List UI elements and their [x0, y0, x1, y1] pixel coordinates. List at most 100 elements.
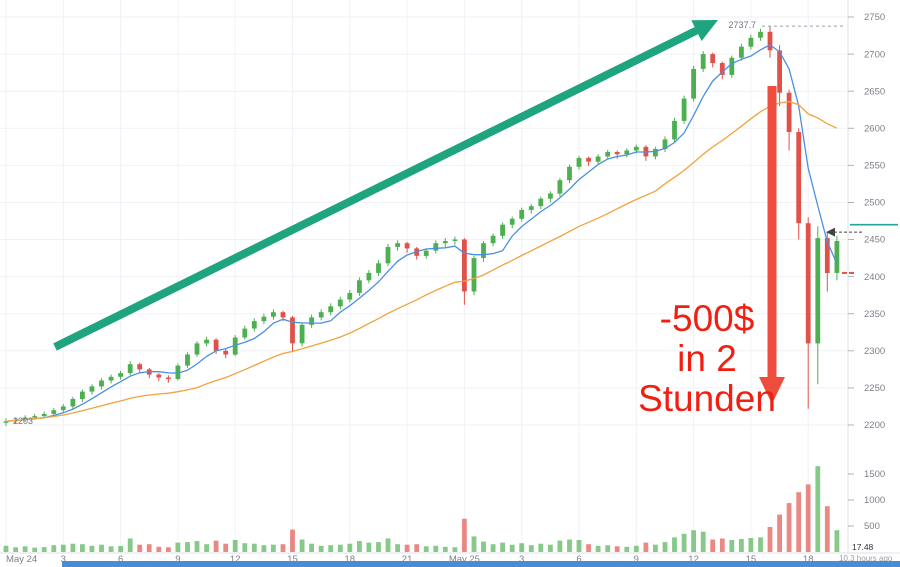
time-axis-label: 18: [345, 554, 356, 565]
volume-bar: [471, 536, 477, 552]
volume-bar: [41, 547, 47, 552]
time-axis-label: 6: [576, 554, 581, 565]
drop-annotation-text[interactable]: -500$ in 2 Stunden: [633, 299, 781, 419]
volume-bar: [146, 544, 152, 552]
volume-bar: [691, 530, 696, 552]
drop-down-arrow[interactable]: [759, 86, 785, 404]
volume-bar: [614, 546, 620, 552]
candle-body: [137, 364, 143, 370]
volume-bar: [739, 539, 744, 552]
volume-bar: [13, 547, 18, 552]
candle-body: [528, 206, 534, 210]
price-axis[interactable]: 2750 2700 2650 2600 2550 2500 2450 2400 2350 2300…: [848, 12, 885, 532]
volume-bar: [528, 545, 534, 552]
volume-bar: [156, 546, 162, 552]
volume-bar: [414, 544, 420, 552]
volume-bar: [633, 545, 639, 552]
candle-body: [509, 218, 515, 225]
candle-body: [185, 354, 190, 366]
volume-bar: [442, 546, 448, 552]
candle-body: [490, 235, 496, 244]
candle-body: [777, 50, 782, 93]
volume-bar: [700, 531, 706, 552]
candle-body: [271, 312, 276, 317]
candle-body: [576, 157, 582, 167]
price-axis-label: 2700: [864, 49, 885, 60]
volume-bar: [99, 544, 104, 552]
candle-body: [605, 152, 611, 157]
volume-bar: [80, 544, 85, 552]
volume-bar: [3, 545, 9, 552]
volume-bar: [567, 539, 572, 552]
volume-bar: [586, 544, 591, 552]
candle-body: [280, 312, 286, 318]
volume-bar: [223, 543, 229, 552]
volume-bar: [89, 545, 95, 552]
candle-body: [366, 272, 372, 281]
bottom-blue-bar: [62, 561, 900, 567]
volume-bar: [299, 539, 305, 552]
start-price-label: 2203: [13, 416, 34, 426]
volume-bar: [51, 545, 57, 552]
candle-body: [442, 241, 448, 244]
candle-body: [156, 374, 162, 378]
volume-bar: [137, 544, 143, 552]
volume-bar: [185, 542, 190, 552]
candle-body: [32, 416, 38, 418]
volume-bar: [595, 545, 601, 552]
price-axis-label: 2600: [864, 124, 885, 135]
candle-body: [395, 243, 400, 247]
candle-body: [376, 263, 381, 273]
volume-bar: [261, 545, 267, 552]
time-axis-label: 12: [230, 554, 241, 565]
volume-bar: [242, 543, 248, 552]
candle-body: [786, 92, 792, 132]
time-axis-label: 18: [803, 554, 814, 565]
candle-body: [290, 317, 295, 344]
candle-body: [471, 258, 477, 292]
candle-body: [739, 46, 744, 58]
price-axis-label: 2450: [864, 235, 885, 246]
candle-body: [41, 413, 47, 417]
time-axis-label: 3: [519, 554, 524, 565]
candle-body: [557, 180, 563, 194]
volume-bar: [251, 543, 257, 552]
ma-fast-line: [5, 44, 838, 422]
volume-bar: [290, 529, 295, 552]
candle-body: [815, 238, 821, 344]
candle-body: [242, 328, 248, 338]
candle-body: [347, 292, 353, 300]
candle-body: [500, 224, 505, 236]
peak-price-label: 2737.7: [728, 20, 756, 30]
volume-bar: [280, 544, 286, 552]
time-axis[interactable]: May 24 3 6 9 12 15 18 21 May 25 3 6 9 12 15 18: [6, 554, 813, 565]
candle-body: [223, 350, 229, 355]
volume-bar: [70, 543, 76, 552]
volume-bar: [758, 537, 763, 552]
time-axis-label: May 24: [6, 554, 37, 565]
drop-annotation-line2: in 2: [677, 338, 737, 379]
candle-body: [194, 343, 200, 355]
volume-bar: [796, 492, 802, 552]
price-axis-label: 2550: [864, 161, 885, 172]
candle-body: [519, 209, 525, 219]
candle-body: [462, 239, 467, 292]
candle-body: [662, 139, 668, 149]
volume-bar: [519, 543, 525, 552]
candle-body: [567, 166, 572, 181]
grid: [0, 0, 848, 553]
time-axis-label: 9: [175, 554, 180, 565]
volume-bar: [376, 542, 381, 552]
trend-up-arrow[interactable]: [53, 20, 718, 351]
candle-body: [3, 421, 9, 423]
volume-bar: [786, 503, 792, 552]
candle-body: [614, 152, 620, 155]
candle-body: [127, 364, 133, 374]
volume-bar: [213, 540, 219, 552]
time-axis-label: 3: [61, 554, 66, 565]
candle-body: [175, 365, 181, 379]
candle-body: [748, 37, 754, 47]
candle-body: [805, 223, 811, 344]
